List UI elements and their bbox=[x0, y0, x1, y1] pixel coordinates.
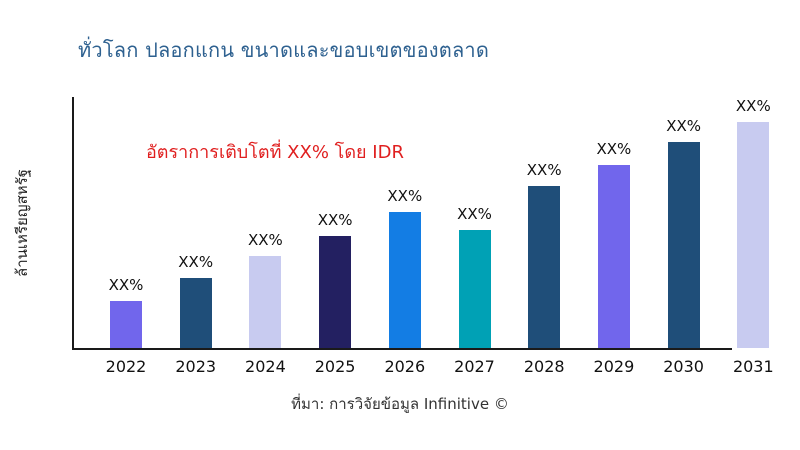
bar-2023 bbox=[179, 277, 212, 348]
bar-group-2022: XX% 2022 bbox=[91, 97, 161, 376]
bar-group-2025: XX% 2025 bbox=[300, 97, 370, 376]
bar-group-2029: XX% 2029 bbox=[579, 97, 649, 376]
y-axis-label: ล้านเหรียญสหรัฐ bbox=[13, 168, 32, 277]
growth-rate-annotation: อัตราการเติบโตที่ XX% โดย IDR bbox=[146, 142, 404, 163]
x-tick-label-2024: 2024 bbox=[245, 357, 286, 376]
x-tick-label-2022: 2022 bbox=[105, 357, 147, 376]
x-tick-label-2026: 2026 bbox=[384, 357, 426, 376]
x-tick-label-2025: 2025 bbox=[314, 357, 356, 376]
x-tick-label-2030: 2030 bbox=[663, 357, 704, 376]
bar-value-label-2031: XX% bbox=[735, 97, 771, 115]
x-axis-line bbox=[72, 348, 732, 350]
bar-group-2027: XX% 2027 bbox=[440, 97, 510, 376]
bar-group-2030: XX% 2030 bbox=[649, 97, 719, 376]
bar-value-label-2028: XX% bbox=[526, 161, 562, 180]
bar-2024 bbox=[249, 255, 282, 348]
bar-2026 bbox=[388, 211, 421, 348]
bar-2025 bbox=[319, 236, 352, 348]
bar-value-label-2029: XX% bbox=[596, 140, 632, 159]
bar-group-2031: XX% 2031 bbox=[718, 97, 788, 376]
y-axis-line bbox=[72, 97, 74, 348]
x-tick-label-2029: 2029 bbox=[593, 357, 635, 376]
bar-2031 bbox=[737, 122, 770, 348]
bar-2030 bbox=[667, 141, 700, 348]
bar-value-label-2027: XX% bbox=[457, 205, 492, 224]
plot-area: อัตราการเติบโตที่ XX% โดย IDR XX% 2022 XX%… bbox=[72, 97, 780, 376]
bar-2027 bbox=[458, 230, 491, 348]
bar-value-label-2030: XX% bbox=[666, 116, 701, 135]
bar-value-label-2024: XX% bbox=[247, 230, 283, 249]
bar-group-2023: XX% 2023 bbox=[161, 97, 231, 376]
y-axis-label-wrap: ล้านเหรียญสหรัฐ bbox=[0, 97, 44, 348]
x-tick-label-2031: 2031 bbox=[732, 357, 774, 376]
bar-2029 bbox=[597, 165, 630, 348]
bar-value-label-2022: XX% bbox=[108, 276, 144, 295]
bars-container: XX% 2022 XX% 2023 XX% 2024 XX% 2025 XX% 2026 XX% 20… bbox=[72, 97, 780, 376]
bar-value-label-2025: XX% bbox=[317, 211, 353, 230]
x-tick-label-2028: 2028 bbox=[523, 357, 565, 376]
bar-group-2024: XX% 2024 bbox=[230, 97, 300, 376]
bar-2022 bbox=[110, 301, 142, 348]
x-tick-label-2027: 2027 bbox=[454, 357, 495, 376]
bar-group-2026: XX% 2026 bbox=[370, 97, 440, 376]
x-tick-label-2023: 2023 bbox=[175, 357, 217, 376]
bar-2028 bbox=[528, 186, 561, 348]
source-footer: ที่มา: การวิจัยข้อมูล Infinitive © bbox=[291, 395, 509, 413]
bar-group-2028: XX% 2028 bbox=[509, 97, 579, 376]
bar-value-label-2026: XX% bbox=[387, 186, 423, 205]
chart-title: ทั่วโลก ปลอกแกน ขนาดและขอบเขตของตลาด bbox=[78, 38, 490, 62]
bar-value-label-2023: XX% bbox=[178, 252, 214, 271]
